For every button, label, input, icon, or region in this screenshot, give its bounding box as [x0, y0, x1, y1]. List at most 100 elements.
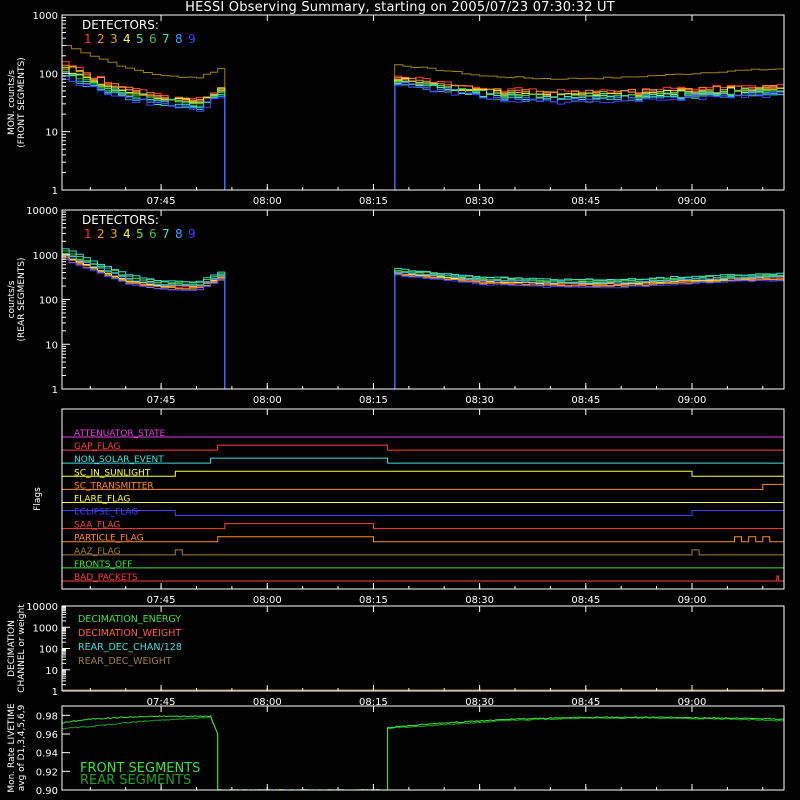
front-xtick-label: 08:15 — [359, 196, 388, 207]
decimation-xtick-label: 09:00 — [678, 697, 707, 708]
rear-xtick-label: 08:15 — [359, 395, 388, 406]
front-legend-detector-2: 2 — [97, 32, 105, 46]
front-ytick-label: 10 — [45, 128, 58, 139]
front-legend-detector-6: 6 — [149, 32, 157, 46]
rear-panel-frame — [61, 209, 785, 390]
flag-label-gap-flag: GAP_FLAG — [74, 442, 120, 452]
livetime-ytick-label: 0.90 — [36, 786, 58, 797]
decimation-ylabel-line: DECIMATION — [7, 620, 17, 677]
flags-xtick-label: 09:00 — [678, 595, 707, 606]
flags-xtick-label: 07:45 — [147, 595, 176, 606]
front-ytick-label: 1000 — [33, 11, 58, 22]
rear-legend-detector-2: 2 — [97, 227, 105, 241]
front-xtick-label: 08:30 — [465, 196, 494, 207]
front-legend-heading: DETECTORS: — [82, 18, 159, 32]
front-ytick-label: 1 — [52, 186, 58, 197]
decimation-ytick-label: 1 — [52, 687, 58, 698]
front-xtick-label: 07:45 — [147, 196, 176, 207]
decimation-ytick-label: 10000 — [26, 602, 58, 613]
livetime-ytick-label: 0.92 — [36, 767, 58, 778]
flags-xtick-label: 08:45 — [571, 595, 600, 606]
rear-series-detector-7 — [62, 248, 784, 389]
rear-ylabel-line: (REAR SEGMENTS) — [17, 257, 27, 341]
livetime-legend-rear-segments: REAR SEGMENTS — [80, 773, 191, 788]
rear-ylabel: counts/s (REAR SEGMENTS) — [7, 257, 27, 341]
flag-label-bad-packets: BAD_PACKETS — [74, 573, 138, 583]
front-xtick-label: 08:45 — [571, 196, 600, 207]
flag-line-bad-packets — [62, 575, 784, 582]
rear-xtick-label: 08:30 — [465, 395, 494, 406]
livetime-series-group — [62, 715, 784, 790]
rear-series-detector-4 — [62, 254, 784, 389]
flag-line-eclipse-flag — [62, 510, 785, 517]
flag-label-attenuator-state: ATTENUATOR_STATE — [74, 429, 166, 439]
flag-line-particle-flag — [62, 536, 784, 543]
rear-ylabel-line: counts/s — [7, 280, 17, 318]
front-legend-detector-7: 7 — [162, 32, 170, 46]
front-legend-detector-1: 1 — [84, 32, 92, 46]
rear-legend-detector-1: 1 — [84, 227, 92, 241]
decimation-xtick-label: 08:15 — [359, 697, 388, 708]
rear-ytick-label: 1000 — [33, 251, 58, 262]
flags-xtick-label: 08:30 — [465, 595, 494, 606]
decimation-ylabel: DECIMATION CHANNEL or weight — [7, 604, 27, 693]
rear-legend-detector-9: 9 — [188, 227, 196, 241]
livetime-ylabel-line: avg of D1,3,4,5,6,9 — [17, 704, 27, 791]
rear-series-detector-9 — [62, 258, 784, 389]
flag-label-fronts-off: FRONTS_OFF — [74, 560, 132, 570]
decimation-xtick-label: 08:00 — [253, 697, 282, 708]
flags-ylabel-text: Flags — [33, 487, 43, 511]
front-ylabel-line: MON. counts/s — [7, 70, 17, 135]
front-ylabel: MON. counts/s (FRONT SEGMENTS) — [7, 57, 27, 147]
livetime-series-rear-segments — [62, 716, 784, 790]
rear-xtick-label: 08:45 — [571, 395, 600, 406]
decimation-legend-rear-dec-chan-128: REAR_DEC_CHAN/128 — [78, 642, 182, 653]
flag-label-saa-flag: SAA_FLAG — [74, 521, 120, 531]
rear-series-group — [62, 248, 784, 389]
rear-ytick-label: 10000 — [26, 206, 58, 217]
flags-xtick-label: 08:15 — [359, 595, 388, 606]
flag-line-aaz-flag — [62, 549, 784, 556]
decimation-xtick-label: 08:30 — [465, 697, 494, 708]
decimation-ylabel-line: CHANNEL or weight — [17, 604, 27, 693]
livetime-ylabel-line: Mon. Rate LIVETIME — [7, 703, 17, 793]
flags-xtick-label: 08:00 — [253, 595, 282, 606]
front-legend-detector-4: 4 — [123, 32, 131, 46]
flags-panel-frame — [61, 408, 785, 590]
front-legend-detector-5: 5 — [136, 32, 144, 46]
decimation-ytick-label: 100 — [39, 645, 58, 656]
rear-legend-heading: DETECTORS: — [82, 213, 159, 227]
flag-label-aaz-flag: AAZ_FLAG — [74, 547, 121, 557]
front-series-detector-9 — [62, 79, 784, 190]
rear-legend-detector-3: 3 — [110, 227, 118, 241]
rear-legend-detector-4: 4 — [123, 227, 131, 241]
flag-label-eclipse-flag: ECLIPSE_FLAG — [74, 508, 138, 518]
rear-ytick-label: 1 — [52, 385, 58, 396]
front-ylabel-line: (FRONT SEGMENTS) — [17, 57, 27, 147]
front-legend-detector-8: 8 — [175, 32, 183, 46]
livetime-panel-frame — [61, 705, 785, 791]
rear-legend-detector-7: 7 — [162, 227, 170, 241]
rear-xtick-label: 07:45 — [147, 395, 176, 406]
front-series-extra — [62, 45, 784, 190]
decimation-ytick-label: 1000 — [33, 623, 58, 634]
front-ytick-label: 100 — [39, 69, 58, 80]
front-xtick-label: 09:00 — [678, 196, 707, 207]
flag-label-sc-in-sunlight: SC_IN_SUNLIGHT — [74, 468, 151, 478]
rear-series-detector-6 — [62, 250, 784, 389]
flag-line-sc-transmitter — [62, 483, 785, 490]
rear-legend-detector-5: 5 — [136, 227, 144, 241]
livetime-ytick-label: 0.96 — [36, 730, 58, 741]
rear-series-detector-8 — [62, 254, 784, 389]
flag-line-saa-flag — [62, 523, 784, 530]
livetime-ylabel: Mon. Rate LIVETIME avg of D1,3,4,5,6,9 — [7, 703, 27, 793]
front-series-group — [62, 45, 784, 190]
decimation-xtick-label: 07:45 — [147, 697, 176, 708]
decimation-legend-decimation-weight: DECIMATION_WEIGHT — [78, 628, 181, 639]
rear-series-detector-5 — [62, 252, 784, 389]
rear-ytick-label: 10 — [45, 340, 58, 351]
rear-legend-detector-8: 8 — [175, 227, 183, 241]
rear-legend-detector-6: 6 — [149, 227, 157, 241]
rear-xtick-label: 09:00 — [678, 395, 707, 406]
